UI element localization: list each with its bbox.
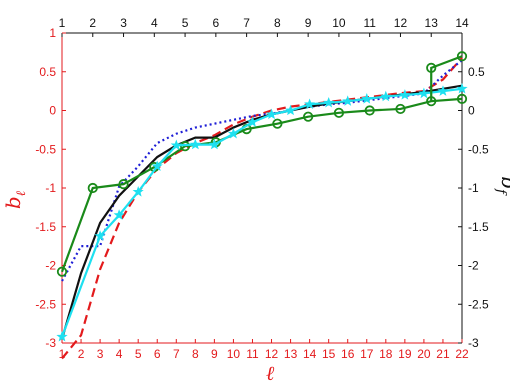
x-tick-label: 4	[116, 347, 123, 361]
left-tick-label: -0.5	[35, 142, 56, 156]
top-tick-label: 6	[213, 16, 220, 30]
right-tick-label: -0.5	[468, 142, 489, 156]
right-tick-label: -2	[468, 259, 479, 273]
x-tick-label: 11	[246, 347, 259, 361]
series-point-4	[284, 104, 297, 116]
series-line-ext	[430, 55, 463, 102]
series-point-4	[418, 87, 430, 99]
x-tick-label: 15	[322, 347, 336, 361]
series-point-4	[94, 230, 106, 241]
x-tick-label: 5	[135, 347, 142, 361]
top-tick-label: 13	[425, 16, 439, 30]
series-point-4	[113, 209, 125, 220]
top-tick-label: 2	[89, 16, 96, 30]
left-axis-label-sub: ℓ	[14, 190, 29, 196]
series-point-4	[456, 82, 468, 94]
series-point-3	[56, 266, 68, 277]
series-point-4	[361, 93, 373, 104]
top-tick-label: 5	[182, 16, 189, 30]
right-tick-label: 0.5	[468, 65, 485, 79]
series-point-3	[395, 103, 406, 115]
series-point-4	[208, 138, 220, 150]
x-axis-label: ℓ	[266, 361, 275, 385]
left-axis-label-main: b	[1, 196, 25, 209]
series-point-3	[87, 182, 98, 194]
top-tick-label: 12	[394, 16, 408, 30]
right-tick-label: -1.5	[468, 220, 489, 234]
series-point-3	[333, 107, 345, 118]
top-tick-label: 7	[243, 16, 250, 30]
series-point-4	[189, 138, 201, 150]
x-tick-label: 17	[360, 347, 374, 361]
right-tick-label: 0	[468, 104, 475, 118]
series-point-3	[272, 118, 283, 129]
left-tick-label: -2.5	[35, 297, 56, 311]
top-tick-label: 10	[332, 16, 346, 30]
left-axis-label: bℓ	[1, 190, 29, 209]
series-point-4	[151, 160, 163, 171]
x-tick-label: 22	[455, 347, 469, 361]
right-axis-label-main: b	[497, 176, 510, 189]
series-point-4	[437, 85, 449, 96]
left-tick-label: -1.5	[35, 220, 56, 234]
series-point-3	[456, 93, 468, 104]
x-tick-label: 8	[192, 347, 199, 361]
series-group	[56, 51, 468, 360]
left-tick-label: 0.5	[39, 65, 56, 79]
series-point-3	[303, 111, 314, 122]
series-point-4	[246, 116, 258, 127]
series-point-4	[399, 89, 411, 100]
series-point-4	[132, 186, 144, 197]
series-point-4	[265, 108, 278, 120]
top-tick-label: 11	[363, 16, 376, 30]
x-tick-label: 2	[78, 347, 85, 361]
x-tick-label: 7	[173, 347, 180, 361]
series-line-0	[61, 57, 463, 360]
x-tick-label: 13	[284, 347, 298, 361]
series-point-3	[118, 179, 129, 190]
x-tick-label: 10	[227, 347, 241, 361]
series-point-4	[323, 96, 335, 108]
x-tick-label: 1	[59, 347, 66, 361]
series-point-ext	[426, 62, 437, 73]
series-line-1	[61, 59, 463, 282]
series-point-ext	[456, 51, 468, 62]
series-line-3	[60, 97, 463, 273]
right-axis-label: bf	[493, 176, 510, 196]
right-tick-label: -2.5	[468, 297, 489, 311]
left-tick-label: 0	[49, 104, 56, 118]
left-tick-label: -1	[45, 181, 56, 195]
top-tick-label: 14	[455, 16, 469, 30]
series-point-4	[227, 127, 240, 139]
top-tick-label: 1	[59, 16, 66, 30]
x-tick-label: 14	[303, 347, 317, 361]
x-tick-label: 21	[436, 347, 450, 361]
tick-labels: 1 2 3 4 5 6 7 8 9 10 11 12 13 14 15 16 17 18 19 20 21 221 2 3 4 5…	[35, 16, 489, 361]
series-point-4	[56, 330, 68, 342]
x-tick-label: 20	[417, 347, 431, 361]
right-axis-label-sub: f	[493, 188, 508, 196]
series-point-4	[304, 98, 316, 109]
x-tick-label: 19	[398, 347, 412, 361]
top-tick-label: 3	[120, 16, 127, 30]
x-tick-label: 16	[341, 347, 355, 361]
series-point-3	[364, 105, 375, 116]
right-tick-label: -1	[468, 181, 479, 195]
left-tick-label: -2	[45, 259, 56, 273]
top-tick-label: 4	[151, 16, 158, 30]
top-tick-label: 8	[274, 16, 281, 30]
x-tick-label: 18	[379, 347, 393, 361]
left-tick-label: -3	[45, 336, 56, 350]
series-point-4	[170, 139, 182, 151]
top-tick-label: 9	[305, 16, 312, 30]
left-tick-label: 1	[49, 26, 56, 40]
x-tick-label: 12	[265, 347, 279, 361]
series-point-4	[342, 95, 354, 106]
x-tick-label: 3	[97, 347, 104, 361]
x-tick-label: 6	[154, 347, 161, 361]
series-point-4	[380, 90, 392, 102]
right-tick-label: -3	[468, 336, 479, 350]
x-tick-label: 9	[211, 347, 218, 361]
